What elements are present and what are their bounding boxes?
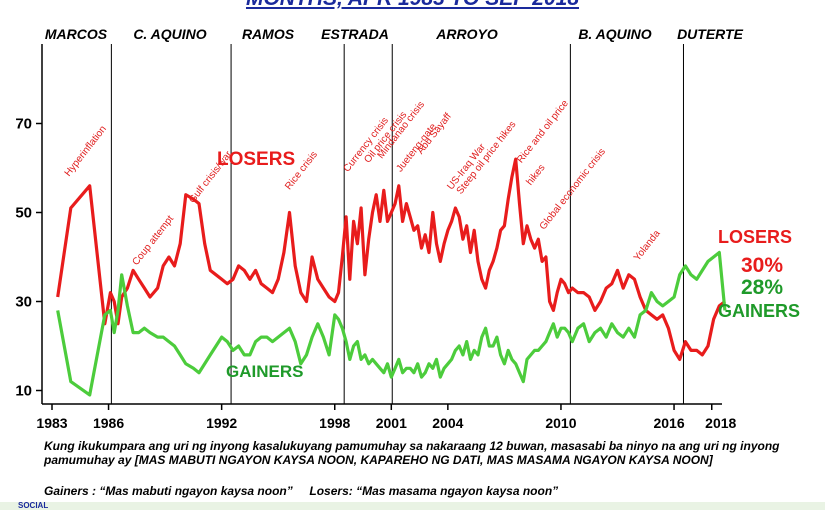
event-annotation: hikes bbox=[524, 162, 547, 187]
y-tick-label: 30 bbox=[15, 294, 32, 311]
administration-label: C. AQUINO bbox=[133, 26, 206, 42]
administration-label: ARROYO bbox=[435, 26, 498, 42]
administration-label: ESTRADA bbox=[321, 26, 389, 42]
gainers-label: GAINERS bbox=[226, 362, 303, 381]
x-tick-label: 2004 bbox=[432, 415, 463, 431]
x-tick-label: 2010 bbox=[545, 415, 576, 431]
administration-label: DUTERTE bbox=[677, 26, 744, 42]
losers-label: LOSERS bbox=[217, 149, 295, 170]
footer-logo-text: SOCIAL bbox=[18, 502, 49, 510]
event-annotation: Hyperinflation bbox=[63, 124, 109, 179]
chart-title: MONTHS, APR 1983 TO SEP 2018 bbox=[0, 0, 825, 11]
latest-gainers-value: 28% bbox=[741, 276, 783, 299]
x-tick-label: 2016 bbox=[653, 415, 684, 431]
x-tick-label: 1983 bbox=[36, 415, 67, 431]
y-tick-label: 10 bbox=[15, 383, 32, 400]
losers-series-line bbox=[56, 157, 726, 361]
event-annotation: Yolanda bbox=[632, 228, 663, 263]
y-tick-label: 70 bbox=[15, 116, 32, 133]
event-annotation: Rice and oil price bbox=[515, 98, 571, 166]
footer-band bbox=[0, 502, 825, 510]
gainers-series-line bbox=[56, 250, 727, 397]
latest-losers-label: LOSERS bbox=[718, 227, 792, 247]
administration-label: MARCOS bbox=[45, 26, 108, 42]
x-tick-label: 2018 bbox=[705, 415, 736, 431]
latest-losers-value: 30% bbox=[741, 254, 783, 277]
event-annotation: Global economic crisis bbox=[538, 147, 608, 233]
survey-question: Kung ikukumpara ang uri ng inyong kasalu… bbox=[44, 439, 780, 467]
latest-gainers-label: GAINERS bbox=[718, 301, 800, 321]
administration-label: RAMOS bbox=[242, 26, 295, 42]
chart: 10 30 50 70 1983 1986 1992 1998 2001 2004 2010 201… bbox=[15, 26, 800, 431]
x-tick-label: 1986 bbox=[93, 415, 124, 431]
administration-label: B. AQUINO bbox=[578, 26, 651, 42]
x-tick-label: 1998 bbox=[319, 415, 350, 431]
x-tick-label: 1992 bbox=[206, 415, 237, 431]
y-tick-label: 50 bbox=[15, 205, 32, 222]
gainers-losers-definitions: Gainers : “Mas mabuti ngayon kaysa noon”… bbox=[44, 484, 559, 498]
x-tick-label: 2001 bbox=[376, 415, 407, 431]
